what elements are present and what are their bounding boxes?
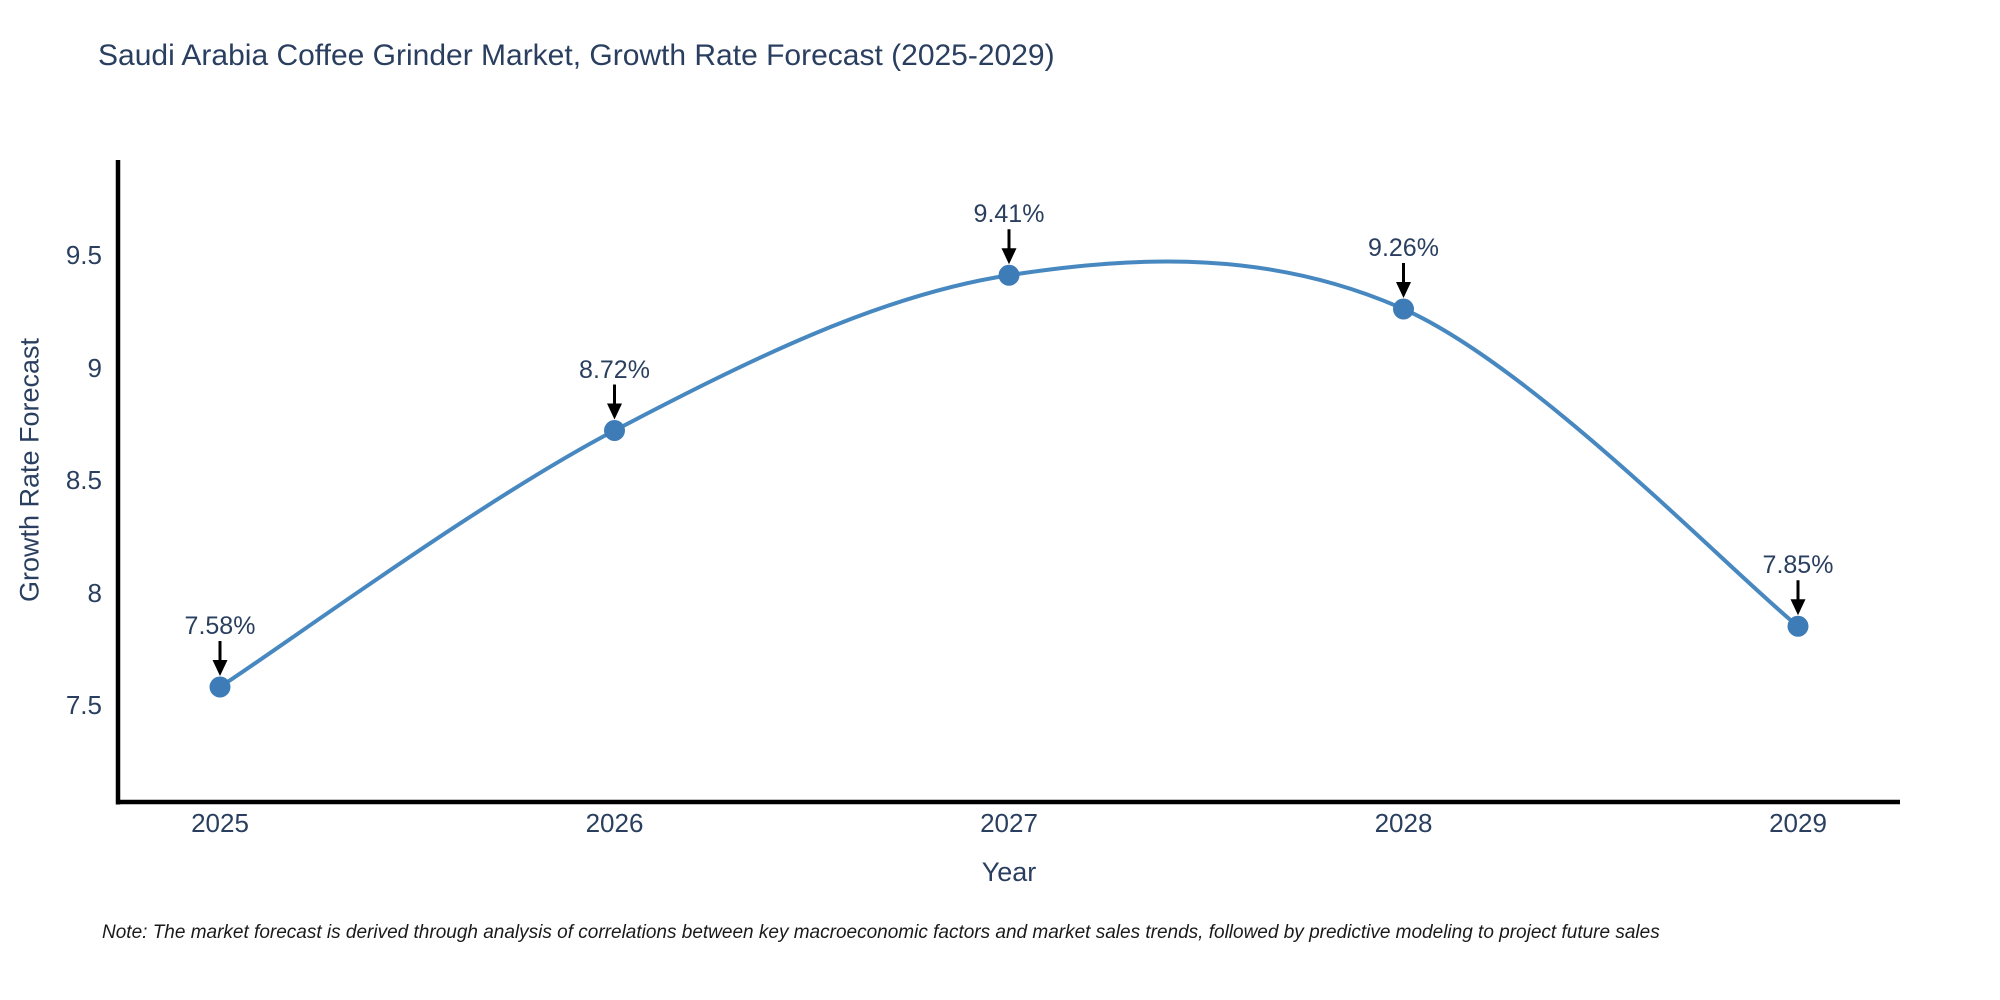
point-annotation: 8.72% <box>579 355 650 384</box>
data-point-marker[interactable] <box>209 676 231 698</box>
x-tick-label: 2027 <box>980 808 1038 838</box>
data-point-marker[interactable] <box>1393 298 1414 320</box>
y-tick-label: 8 <box>87 577 102 608</box>
y-tick-label: 8.5 <box>65 465 102 495</box>
y-tick-label: 7.5 <box>65 690 102 720</box>
annotation-arrowhead-icon <box>1790 599 1806 616</box>
y-tick-label: 9 <box>87 352 102 383</box>
data-point-marker[interactable] <box>604 420 625 441</box>
data-point-marker[interactable] <box>998 264 1020 286</box>
y-tick-label: 9.5 <box>65 240 102 270</box>
data-point-marker[interactable] <box>1787 615 1809 637</box>
point-annotation: 7.85% <box>1762 551 1834 580</box>
x-axis-title: Year <box>981 857 1037 887</box>
x-tick-label: 2028 <box>1374 808 1433 838</box>
point-annotation: 7.58% <box>184 612 256 640</box>
annotation-arrowhead-icon <box>607 403 622 420</box>
annotation-arrowhead-icon <box>212 660 228 676</box>
chart-title: Saudi Arabia Coffee Grinder Market, Grow… <box>98 39 1055 72</box>
annotation-arrowhead-icon <box>1396 282 1411 298</box>
annotation-arrowhead-icon <box>1001 248 1017 265</box>
x-tick-label: 2026 <box>585 808 644 838</box>
point-annotation: 9.41% <box>973 200 1045 229</box>
point-annotation: 9.26% <box>1368 234 1439 262</box>
footnote: Note: The market forecast is derived thr… <box>102 922 1660 943</box>
x-tick-label: 2029 <box>1769 808 1827 838</box>
forecast-line <box>218 259 1800 689</box>
x-tick-label: 2025 <box>191 808 249 838</box>
